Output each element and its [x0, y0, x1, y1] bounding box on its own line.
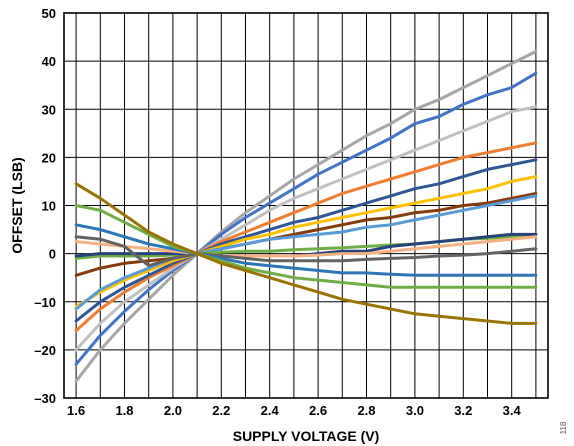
- y-tick-label: 10: [42, 199, 56, 214]
- x-axis-title: SUPPLY VOLTAGE (V): [233, 428, 380, 444]
- series-line-8: [74, 194, 538, 311]
- series-line-3: [74, 105, 538, 352]
- y-tick-label: 30: [42, 102, 56, 117]
- series-line-13: [74, 223, 538, 277]
- series-line-12: [74, 235, 538, 268]
- series-lines: [74, 50, 538, 383]
- x-tick-label: 1.6: [67, 403, 85, 418]
- x-tick-label: 1.8: [115, 403, 133, 418]
- plot-frame: [63, 12, 549, 399]
- y-tick-label: –30: [34, 391, 56, 406]
- y-tick-label: 0: [49, 247, 56, 262]
- x-tick-label: 3.2: [454, 403, 472, 418]
- series-line-2: [74, 71, 538, 366]
- y-tick-label: –10: [34, 295, 56, 310]
- y-tick-label: 40: [42, 54, 56, 69]
- x-tick-label: 2.8: [357, 403, 375, 418]
- x-tick-label: 2.6: [309, 403, 327, 418]
- x-tick-label: 2.4: [261, 403, 280, 418]
- series-line-15: [74, 182, 538, 325]
- y-tick-labels: 50 40 30 20 10 0 –10 –20 –30: [34, 6, 56, 406]
- series-line-7: [74, 192, 538, 277]
- series-line-1: [74, 50, 538, 383]
- series-line-5: [74, 158, 538, 323]
- x-tick-label: 2.0: [164, 403, 182, 418]
- series-line-11: [74, 235, 538, 258]
- y-tick-label: 20: [42, 150, 56, 165]
- figure-number: 118: [559, 421, 568, 434]
- y-tick-label: 50: [42, 6, 56, 21]
- x-tick-label: 3.4: [503, 403, 522, 418]
- y-axis-title: OFFSET (LSB): [9, 157, 25, 253]
- x-tick-label: 2.2: [212, 403, 230, 418]
- series-line-4: [74, 141, 538, 333]
- x-tick-label: 3.0: [406, 403, 424, 418]
- series-line-14: [74, 204, 538, 289]
- y-tick-label: –20: [34, 343, 56, 358]
- series-line-6: [74, 175, 538, 309]
- series-line-10: [74, 232, 538, 258]
- x-tick-labels: 1.6 1.8 2.0 2.2 2.4 2.6 2.8 3.0 3.2 3.4: [67, 403, 521, 418]
